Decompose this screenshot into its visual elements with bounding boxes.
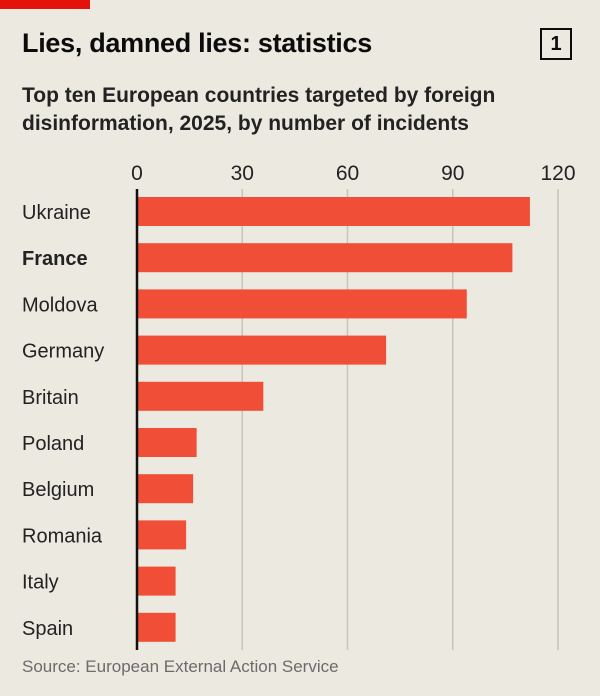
tick-label: 90 <box>441 162 464 185</box>
tick-label: 30 <box>231 162 254 185</box>
bar-poland <box>137 428 197 457</box>
category-label: Spain <box>22 618 73 640</box>
bar-britain <box>137 381 264 411</box>
category-label: Ukraine <box>22 202 91 224</box>
category-label: Romania <box>22 525 103 547</box>
bar-germany <box>137 335 387 365</box>
category-label: Italy <box>22 572 59 594</box>
category-label: Belgium <box>22 479 94 501</box>
category-label: Britain <box>22 387 79 409</box>
bar-chart: 0 30 60 90 120 Ukraine France Moldova Germany Bri… <box>22 162 576 650</box>
chart-number-badge: 1 <box>540 28 572 60</box>
chart-title: Lies, damned lies: statistics <box>22 28 372 58</box>
bar-france <box>137 243 513 273</box>
brand-red-bar <box>0 0 90 9</box>
category-label: France <box>22 248 88 270</box>
tick-label: 120 <box>540 162 575 185</box>
bar-romania <box>137 520 187 550</box>
tick-label: 0 <box>131 162 143 185</box>
bar-moldova <box>137 289 467 319</box>
tick-label: 60 <box>336 162 359 185</box>
category-label: Poland <box>22 433 84 455</box>
bar-italy <box>137 566 176 596</box>
category-label: Germany <box>22 341 104 363</box>
bar-spain <box>137 612 176 642</box>
chart-subtitle: Top ten European countries targeted by f… <box>22 84 496 135</box>
bar-belgium <box>137 474 194 504</box>
category-label: Moldova <box>22 294 98 316</box>
source-note: Source: European External Action Service <box>22 657 339 676</box>
bar-ukraine <box>137 197 530 226</box>
